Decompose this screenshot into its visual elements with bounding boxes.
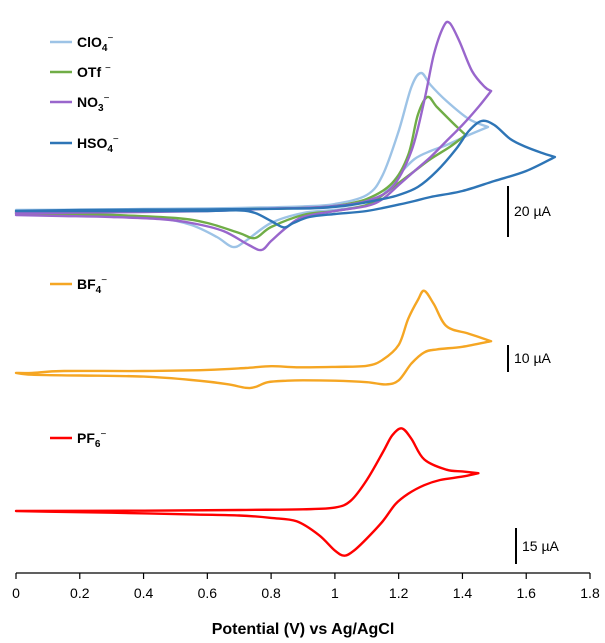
- legend-label-subscript: 4: [102, 43, 108, 54]
- legend-layer: ClO4−OTf −NO3−HSO4−BF4−PF6−: [50, 33, 119, 450]
- x-tick-label: 1.8: [580, 585, 600, 601]
- legend-label: OTf −: [77, 63, 111, 80]
- x-tick-label: 0: [12, 585, 20, 601]
- legend-label-superscript: −: [100, 429, 106, 440]
- x-tick-label: 1.2: [389, 585, 409, 601]
- legend-label-superscript: −: [105, 63, 111, 74]
- legend-label-subscript: 6: [95, 439, 101, 450]
- legend-label: ClO4−: [77, 33, 113, 54]
- curves-layer: [14, 20, 557, 557]
- legend-label-main: OTf: [77, 64, 105, 80]
- scale-bar-label: 15 µA: [522, 538, 560, 554]
- legend-label-superscript: −: [104, 93, 110, 104]
- legend-label-subscript: 4: [107, 144, 113, 155]
- scale-bar-label: 10 µA: [514, 350, 552, 366]
- cv-curve-2-0: [14, 427, 480, 557]
- scale-bar-label: 20 µA: [514, 203, 552, 219]
- legend-label-superscript: −: [113, 134, 119, 145]
- x-tick-label: 0.4: [134, 585, 154, 601]
- x-tick-label: 1: [331, 585, 339, 601]
- legend-label-superscript: −: [107, 33, 113, 44]
- legend-label-main: NO: [77, 94, 98, 110]
- legend-label-subscript: 3: [98, 103, 104, 114]
- legend-label: BF4−: [77, 275, 107, 296]
- x-axis: 0 0.2 0.4 0.6 0.8 1 1.2 1.4 1.6 1.8: [12, 572, 600, 601]
- legend-label-main: PF: [77, 430, 95, 446]
- legend-label: PF6−: [77, 429, 106, 450]
- legend-label-main: BF: [77, 276, 96, 292]
- x-tick-label: 1.6: [516, 585, 536, 601]
- x-tick-label: 0.6: [198, 585, 218, 601]
- scale-bar-layer: 20 µA 10 µA 15 µA: [507, 186, 560, 564]
- legend-label: NO3−: [77, 93, 110, 114]
- x-axis-title: Potential (V) vs Ag/AgCl: [212, 621, 395, 638]
- legend-label-subscript: 4: [96, 285, 102, 296]
- legend-label-superscript: −: [101, 275, 107, 286]
- legend-label: HSO4−: [77, 134, 119, 155]
- legend-label-main: ClO: [77, 34, 102, 50]
- x-tick-label: 1.4: [453, 585, 473, 601]
- x-tick-label: 0.2: [70, 585, 90, 601]
- legend-label-main: HSO: [77, 135, 107, 151]
- x-tick-label: 0.8: [261, 585, 281, 601]
- cv-curve-1-0: [14, 289, 493, 390]
- cv-curve-0-3: [14, 119, 557, 229]
